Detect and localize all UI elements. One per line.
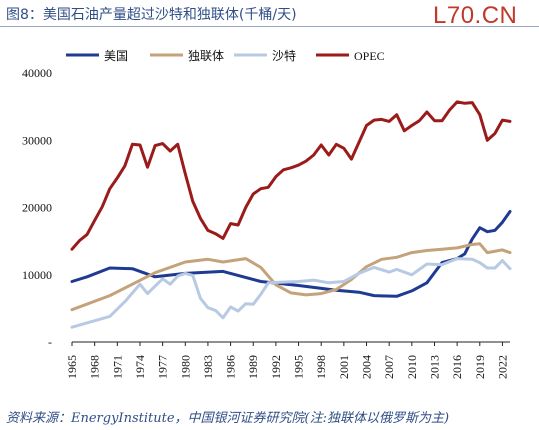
- x-tick-label: 1965: [65, 355, 79, 379]
- x-tick-label: 1998: [314, 355, 328, 379]
- x-tick-label: 1980: [178, 355, 192, 379]
- legend-label-3: OPEC: [354, 49, 385, 63]
- x-tick-label: 1983: [201, 355, 215, 379]
- y-tick-label: 40000: [22, 66, 52, 80]
- chart-title: 图8：美国石油产量超过沙特和独联体(千桶/天): [6, 7, 297, 23]
- series-lines: [70, 100, 512, 329]
- x-tick-label: 2013: [427, 355, 441, 379]
- legend-label-2: 沙特: [272, 48, 296, 63]
- legend: 美国 独联体 沙特 OPEC: [66, 48, 385, 63]
- x-tick-label: 1977: [156, 355, 170, 379]
- x-tick-label: 1971: [110, 355, 124, 379]
- x-tick-label: 2010: [405, 355, 419, 379]
- title-divider: [0, 26, 539, 27]
- x-tick-label: 1995: [292, 355, 306, 379]
- watermark-logo: L70.CN: [433, 2, 518, 29]
- x-tick-label: 2001: [337, 355, 351, 379]
- series-line-1: [70, 242, 512, 312]
- legend-label-1: 独联体: [188, 49, 224, 63]
- y-tick-label: -: [48, 335, 52, 349]
- y-tick-label: 20000: [22, 201, 52, 215]
- series-line-3: [70, 100, 512, 251]
- x-tick-label: 2004: [360, 355, 374, 379]
- x-tick-label: 2022: [495, 355, 509, 379]
- x-tick-label: 1989: [246, 355, 260, 379]
- x-tick-label: 1992: [269, 355, 283, 379]
- y-tick-label: 30000: [22, 133, 52, 147]
- y-tick-label: 10000: [22, 268, 52, 282]
- series-line-0: [70, 210, 512, 298]
- x-tick-label: 2007: [382, 355, 396, 379]
- x-tick-label: 2019: [473, 355, 487, 379]
- legend-label-0: 美国: [104, 49, 128, 63]
- x-axis: 1965 1968 1971 1974 1977 1980 1983 1986 1989 1992…: [65, 341, 510, 379]
- y-axis: - 10000 20000 30000 40000: [22, 66, 52, 349]
- x-tick-label: 2016: [450, 355, 464, 379]
- source-note: 资料来源：EnergyInstitute，中国银河证券研究院(注:独联体以俄罗斯…: [6, 411, 450, 426]
- series-line-2: [70, 257, 512, 329]
- x-tick-label: 1986: [224, 355, 238, 379]
- x-tick-label: 1974: [133, 355, 147, 379]
- x-tick-label: 1968: [88, 355, 102, 379]
